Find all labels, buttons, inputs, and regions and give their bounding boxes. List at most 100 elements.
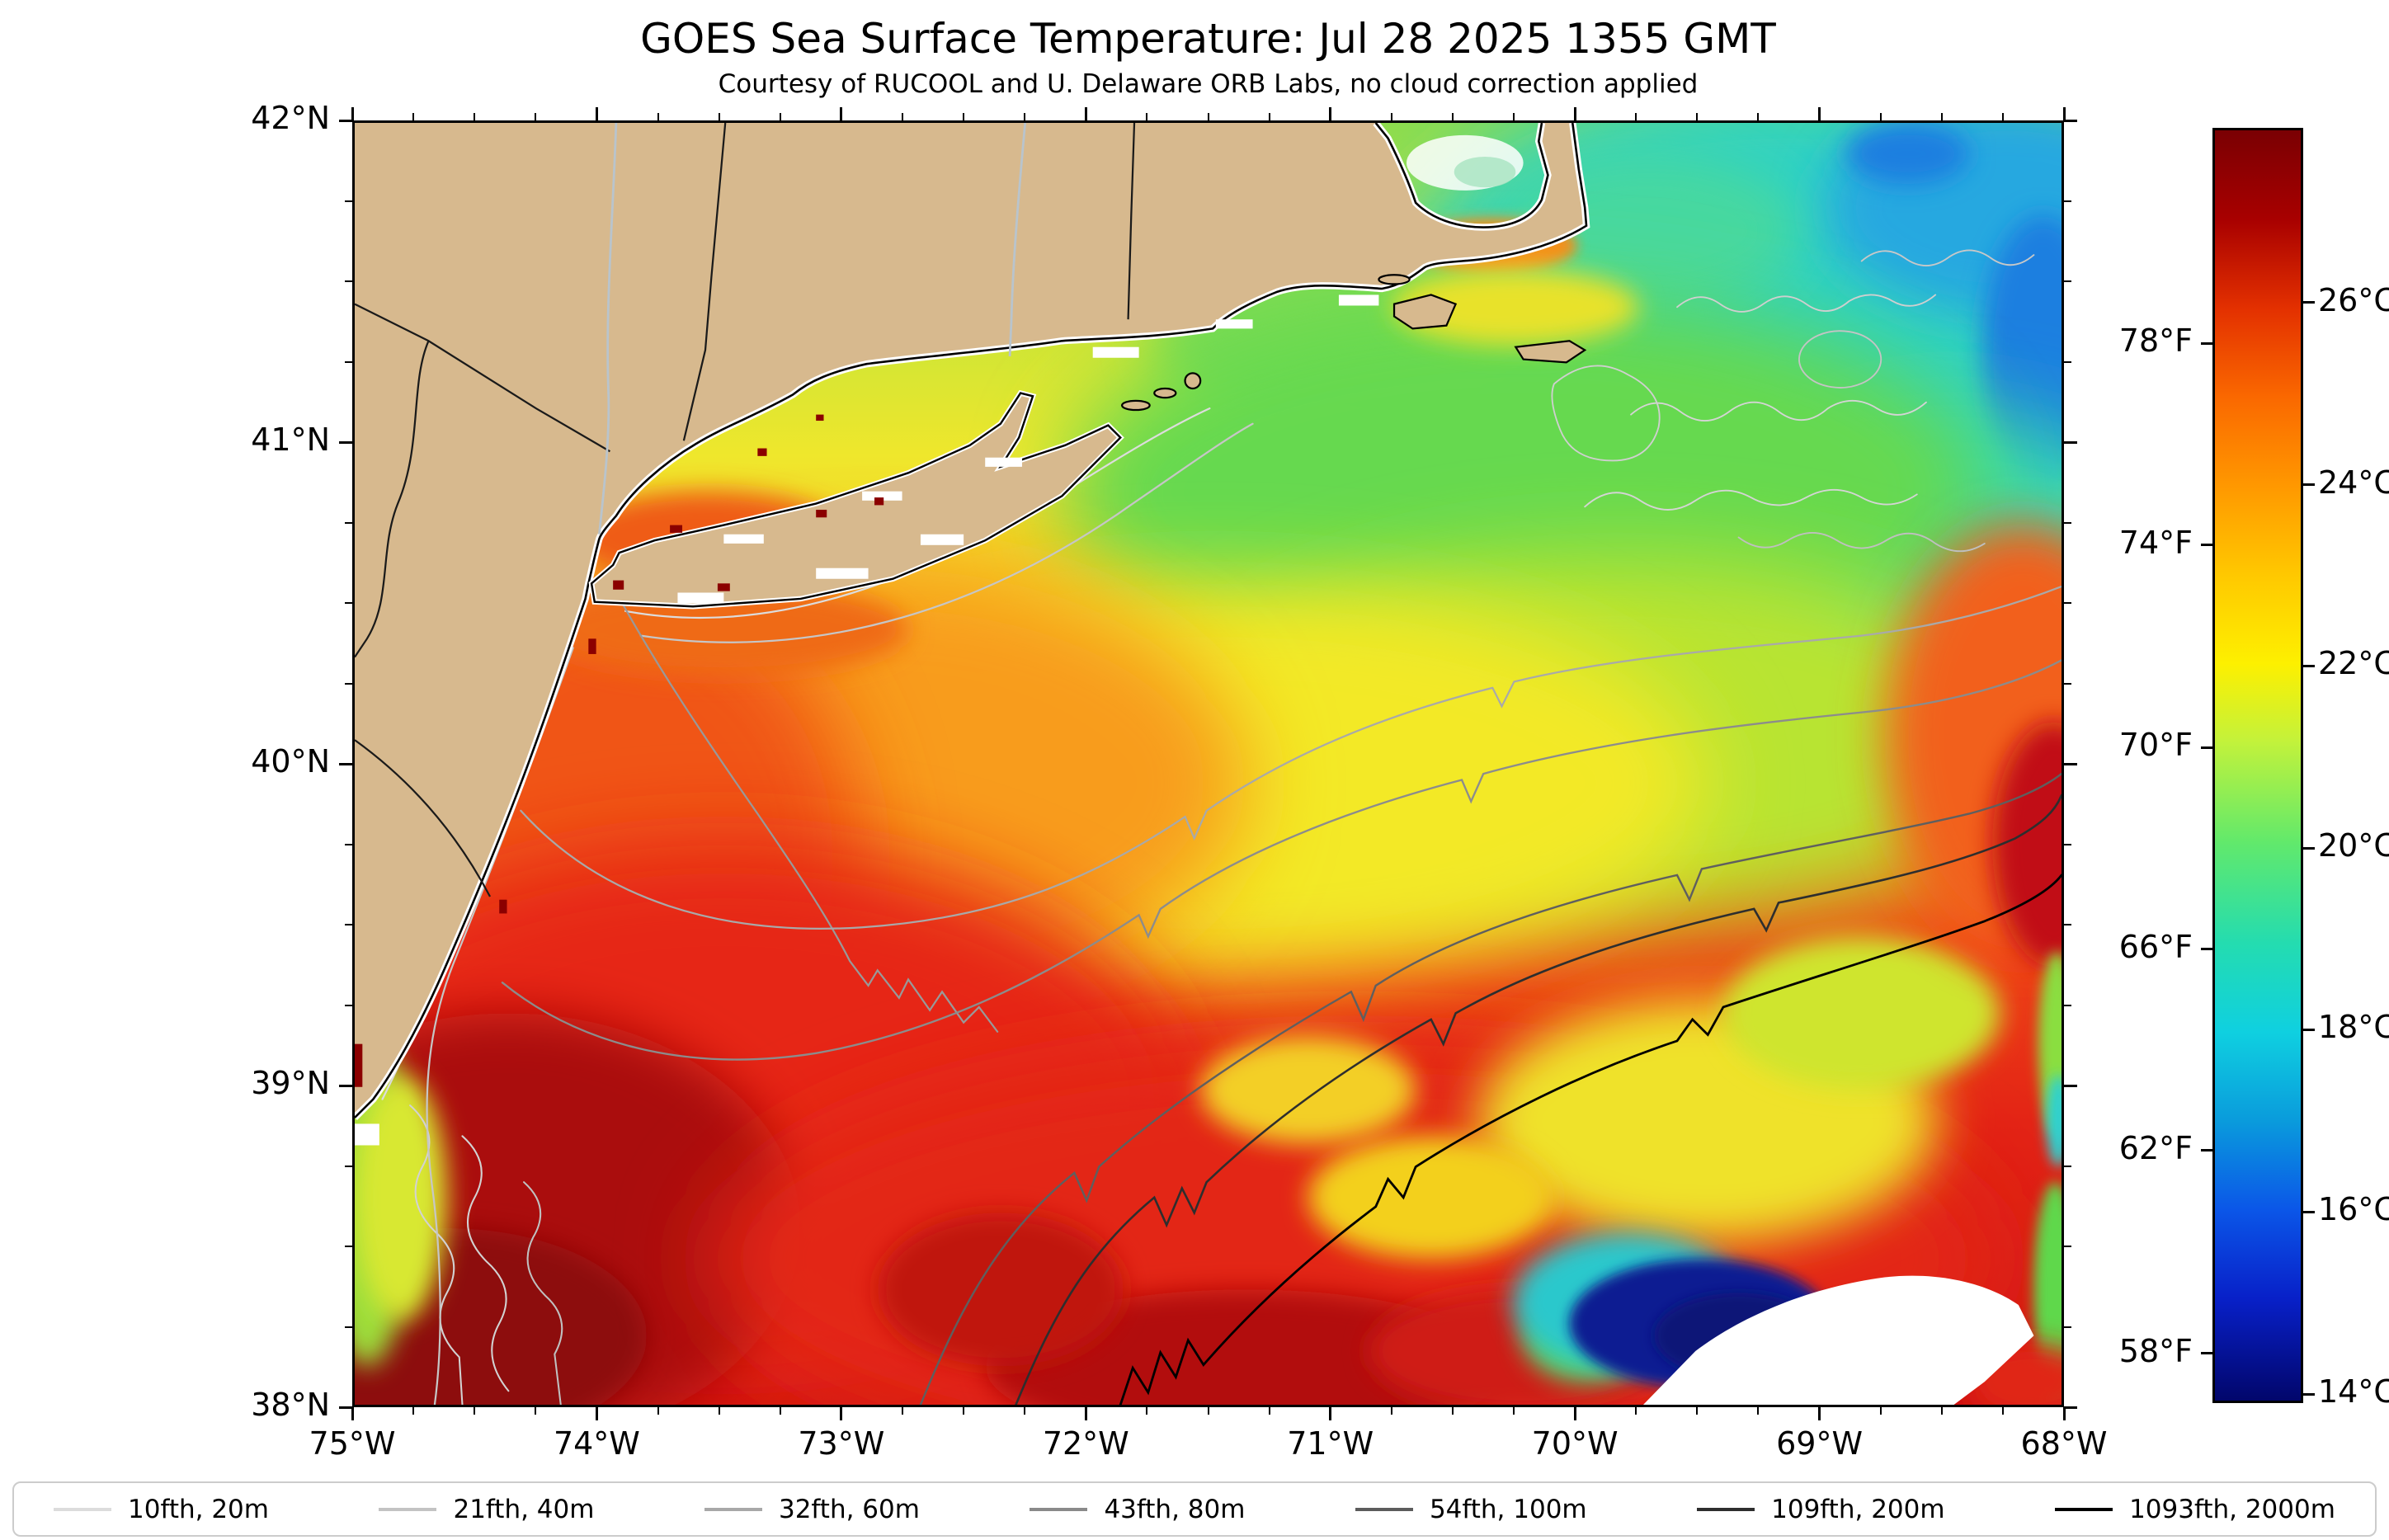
y-major-tick xyxy=(339,440,352,444)
legend-item: 1093fth, 2000m xyxy=(2055,1495,2335,1524)
y-major-tick-right xyxy=(2064,119,2077,122)
y-minor-tick xyxy=(345,280,352,282)
y-tick-label: 42°N xyxy=(251,100,330,136)
y-minor-tick xyxy=(345,1326,352,1328)
y-minor-tick xyxy=(345,521,352,524)
x-major-tick xyxy=(840,1407,843,1420)
page-subtitle: Courtesy of RUCOOL and U. Delaware ORB L… xyxy=(718,69,1699,99)
sst-map xyxy=(352,120,2064,1407)
x-major-tick xyxy=(1329,1407,1332,1420)
colorbar-c-label: 16°C xyxy=(2318,1191,2389,1228)
x-minor-tick xyxy=(1757,1407,1760,1415)
y-major-tick xyxy=(339,1406,352,1409)
colorbar-c-label: 26°C xyxy=(2318,281,2389,318)
legend-item-label: 21fth, 40m xyxy=(453,1494,595,1524)
y-major-tick-right xyxy=(2064,1406,2077,1409)
x-major-tick-top xyxy=(595,107,598,120)
x-minor-tick xyxy=(1451,1407,1454,1415)
y-minor-tick-right xyxy=(2064,1326,2071,1328)
state-borders xyxy=(355,123,1136,897)
y-minor-tick-right xyxy=(2064,682,2071,685)
x-minor-tick-top xyxy=(1757,113,1760,120)
contour-line-sample xyxy=(704,1507,762,1511)
legend-item: 109fth, 200m xyxy=(1697,1495,1945,1524)
x-tick-label: 69°W xyxy=(1776,1425,1864,1462)
y-minor-tick xyxy=(345,1165,352,1167)
colorbar-c-tick xyxy=(2303,1392,2315,1396)
x-tick-label: 73°W xyxy=(798,1425,885,1462)
x-minor-tick xyxy=(1024,1407,1026,1415)
x-major-tick xyxy=(2062,1407,2066,1420)
bathymetry-legend: 10fth, 20m 21fth, 40m 32fth, 60m 43fth, 80m… xyxy=(12,1481,2377,1537)
x-tick-label: 71°W xyxy=(1287,1425,1374,1462)
x-minor-tick-top xyxy=(1268,113,1270,120)
x-major-tick-top xyxy=(2062,107,2066,120)
x-minor-tick-top xyxy=(1390,113,1392,120)
legend-item-label: 54fth, 100m xyxy=(1429,1494,1587,1524)
x-minor-tick xyxy=(474,1407,476,1415)
y-minor-tick-right xyxy=(2064,1246,2071,1247)
colorbar-c-label: 18°C xyxy=(2318,1009,2389,1046)
connecticut-river xyxy=(1008,123,1027,356)
y-minor-tick xyxy=(345,1004,352,1006)
x-minor-tick-top xyxy=(1207,113,1209,120)
hot-pixels xyxy=(355,414,884,1087)
sst-map-canvas xyxy=(355,123,2062,1405)
colorbar-f-tick xyxy=(2201,948,2212,951)
y-major-tick xyxy=(339,119,352,122)
x-tick-label: 68°W xyxy=(2020,1425,2108,1462)
x-minor-tick xyxy=(412,1407,415,1415)
y-minor-tick-right xyxy=(2064,1004,2071,1006)
x-minor-tick-top xyxy=(1696,113,1699,120)
y-minor-tick xyxy=(345,924,352,925)
x-minor-tick xyxy=(535,1407,537,1415)
x-minor-tick-top xyxy=(1513,113,1515,120)
colorbar-c-tick xyxy=(2303,664,2315,667)
x-minor-tick-top xyxy=(718,113,720,120)
x-minor-tick-top xyxy=(474,113,476,120)
y-minor-tick-right xyxy=(2064,1165,2071,1167)
x-minor-tick xyxy=(779,1407,781,1415)
colorbar-c-tick xyxy=(2303,301,2315,304)
contour-line-sample xyxy=(1030,1507,1088,1511)
x-minor-tick-top xyxy=(1940,113,1943,120)
x-minor-tick xyxy=(1268,1407,1270,1415)
x-minor-tick xyxy=(1390,1407,1392,1415)
contour-line-sample xyxy=(2055,1507,2113,1511)
legend-item: 43fth, 80m xyxy=(1030,1495,1245,1524)
colorbar-c-tick xyxy=(2303,1028,2315,1031)
y-minor-tick-right xyxy=(2064,521,2071,524)
y-tick-label: 39°N xyxy=(251,1065,330,1101)
x-minor-tick-top xyxy=(412,113,415,120)
x-minor-tick-top xyxy=(963,113,965,120)
cloud-mask xyxy=(1512,1232,2034,1405)
nodata-flecks xyxy=(355,294,1379,1146)
y-minor-tick xyxy=(345,682,352,685)
y-minor-tick-right xyxy=(2064,280,2071,282)
x-minor-tick xyxy=(657,1407,659,1415)
y-minor-tick-right xyxy=(2064,843,2071,845)
x-minor-tick xyxy=(2001,1407,2004,1415)
x-tick-label: 70°W xyxy=(1531,1425,1619,1462)
islands xyxy=(1120,274,1587,412)
mainland xyxy=(355,123,1587,1118)
x-minor-tick-top xyxy=(2001,113,2004,120)
colorbar-c-label: 24°C xyxy=(2318,464,2389,501)
x-minor-tick xyxy=(1696,1407,1699,1415)
y-major-tick xyxy=(339,1084,352,1087)
legend-item: 10fth, 20m xyxy=(54,1495,269,1524)
x-major-tick-top xyxy=(1818,107,1821,120)
land-mass xyxy=(355,123,1590,1120)
colorbar-c-tick xyxy=(2303,846,2315,850)
hudson-river xyxy=(597,123,618,535)
legend-item: 54fth, 100m xyxy=(1355,1495,1587,1524)
x-tick-label: 72°W xyxy=(1042,1425,1129,1462)
x-minor-tick-top xyxy=(1635,113,1637,120)
x-major-tick-top xyxy=(1573,107,1576,120)
y-minor-tick-right xyxy=(2064,602,2071,604)
x-minor-tick-top xyxy=(1146,113,1148,120)
x-major-tick-top xyxy=(1084,107,1087,120)
y-minor-tick xyxy=(345,1246,352,1247)
y-minor-tick-right xyxy=(2064,360,2071,363)
